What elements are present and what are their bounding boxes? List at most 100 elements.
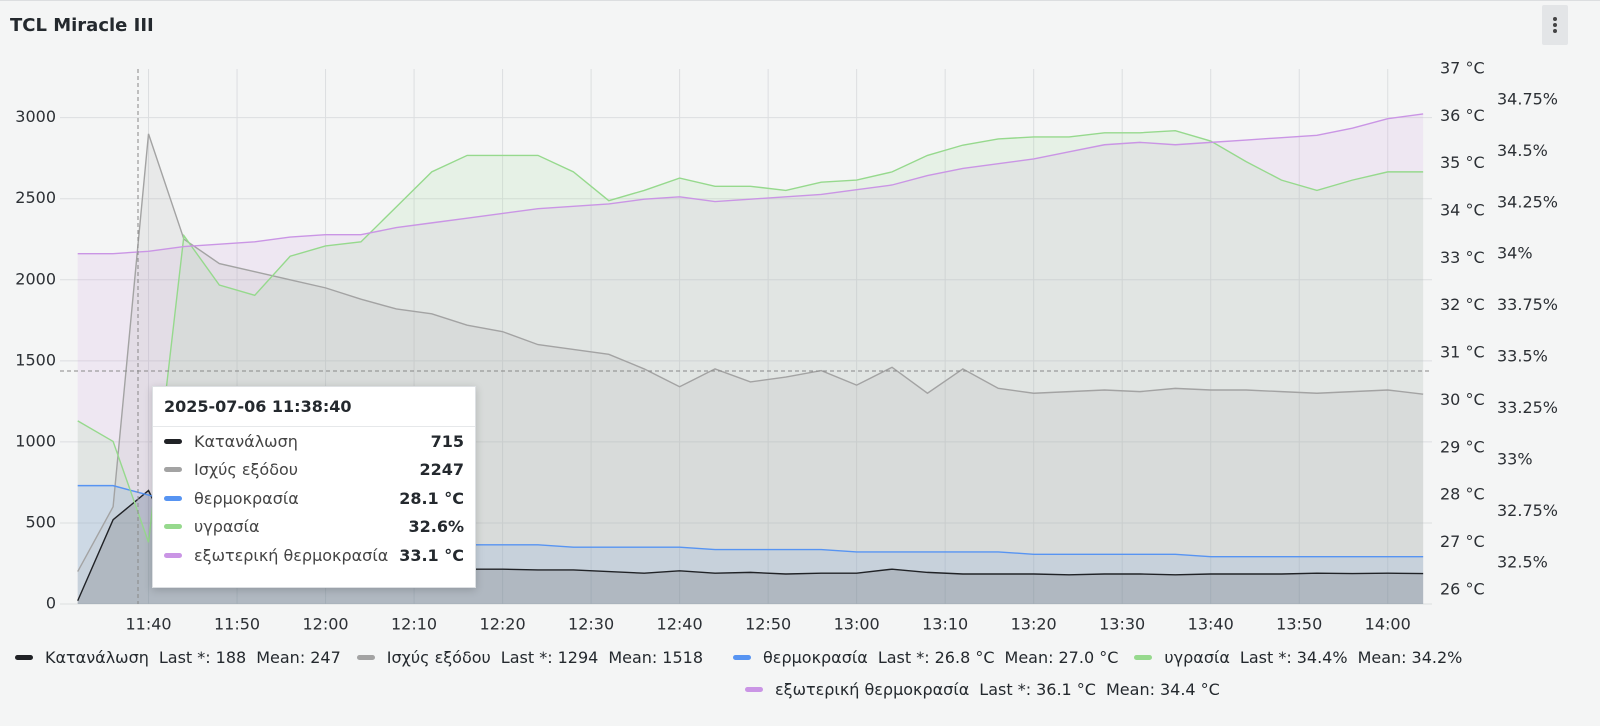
- tooltip-value: 33.1 °C: [399, 545, 464, 565]
- legend-stat-label: Mean:: [256, 648, 306, 667]
- x-tick-label: 13:20: [1011, 615, 1057, 634]
- legend-stat-label: Last *:: [500, 648, 553, 667]
- y3-tick-label: 34.25%: [1497, 192, 1558, 211]
- tooltip-swatch: [164, 467, 182, 473]
- legend-last: 36.1 °C: [1036, 680, 1096, 699]
- y2-tick-label: 32 °C: [1440, 295, 1485, 314]
- y-tick-label: 2000: [15, 269, 56, 288]
- x-tick-label: 12:40: [657, 615, 703, 634]
- legend-stat-label: Last *:: [1239, 648, 1292, 667]
- legend-mean: 34.4 °C: [1159, 680, 1220, 699]
- x-tick-label: 13:10: [922, 615, 968, 634]
- legend-stat-label: Mean:: [1105, 680, 1155, 699]
- y3-tick-label: 34.75%: [1497, 89, 1558, 108]
- tooltip-swatch: [164, 438, 182, 444]
- x-tick-label: 11:40: [125, 615, 171, 634]
- series-line: [77, 130, 1424, 543]
- grid: [60, 69, 1432, 605]
- legend-last: 26.8 °C: [934, 648, 995, 667]
- legend-last: 1294: [557, 648, 599, 667]
- x-tick-label: 13:40: [1188, 615, 1234, 634]
- y2-tick-label: 30 °C: [1440, 390, 1485, 409]
- tooltip-row: Κατανάλωση 715: [153, 427, 475, 456]
- tooltip-name: θερμοκρασία: [194, 488, 299, 508]
- y2-tick-label: 31 °C: [1440, 343, 1485, 362]
- x-tick-label: 13:30: [1099, 615, 1145, 634]
- legend-item[interactable]: Κατανάλωση Last *: 188 Mean: 247: [15, 648, 341, 667]
- y-tick-label: 1000: [15, 431, 56, 450]
- y2-tick-label: 35 °C: [1440, 153, 1485, 172]
- y3-tick-label: 32.75%: [1497, 501, 1558, 520]
- x-tick-label: 12:00: [302, 615, 348, 634]
- y2-tick-label: 33 °C: [1440, 248, 1485, 267]
- legend-name: υγρασία: [1164, 648, 1230, 667]
- x-tick-label: 11:50: [214, 615, 260, 634]
- legend-item[interactable]: εξωτερική θερμοκρασία Last *: 36.1 °C Mean:…: [745, 680, 1220, 699]
- tooltip-swatch: [164, 552, 182, 558]
- tooltip-swatch: [164, 524, 182, 530]
- legend-stat-label: Last *:: [877, 648, 930, 667]
- legend-name: Ισχύς εξόδου: [386, 648, 491, 667]
- tooltip: 2025-07-06 11:38:40 Κατανάλωση 715 Ισχύς εξ…: [152, 386, 476, 588]
- y2-tick-label: 37 °C: [1440, 59, 1485, 78]
- legend-name: εξωτερική θερμοκρασία: [775, 680, 970, 699]
- x-tick-label: 12:50: [745, 615, 791, 634]
- tooltip-name: εξωτερική θερμοκρασία: [194, 545, 389, 565]
- y3-tick-label: 33.25%: [1497, 398, 1558, 417]
- y2-tick-label: 28 °C: [1440, 485, 1485, 504]
- legend-swatch: [1134, 655, 1153, 660]
- y-tick-label: 3000: [15, 107, 56, 126]
- panel-title: TCL Miracle III: [10, 15, 154, 36]
- legend-row: Κατανάλωση Last *: 188 Mean: 247 Ισχύς εξόδου…: [15, 648, 1478, 667]
- legend-stat-label: Last *:: [979, 680, 1032, 699]
- tooltip-name: Ισχύς εξόδου: [194, 460, 299, 480]
- y-tick-label: 0: [46, 594, 56, 613]
- legend-last: 34.4%: [1296, 648, 1348, 667]
- panel-menu[interactable]: [1542, 5, 1568, 45]
- x-tick-label: 14:00: [1365, 615, 1411, 634]
- tooltip-swatch: [164, 495, 182, 501]
- series-line: [77, 133, 1424, 572]
- series-line: [77, 113, 1424, 255]
- y3-tick-label: 33.75%: [1497, 295, 1558, 314]
- legend-swatch: [15, 655, 33, 660]
- tooltip-value: 32.6%: [408, 517, 464, 537]
- y-tick-label: 2500: [15, 188, 56, 207]
- y3-tick-label: 33%: [1497, 449, 1533, 468]
- x-tick-label: 12:30: [568, 615, 614, 634]
- legend-mean: 27.0 °C: [1058, 648, 1119, 667]
- y2-tick-label: 29 °C: [1440, 437, 1485, 456]
- y3-tick-label: 32.5%: [1497, 552, 1548, 571]
- legend-item[interactable]: Ισχύς εξόδου Last *: 1294 Mean: 1518: [356, 648, 704, 667]
- legend-stat-label: Last *:: [158, 648, 211, 667]
- tooltip-value: 28.1 °C: [399, 488, 464, 508]
- legend-item[interactable]: θερμοκρασία Last *: 26.8 °C Mean: 27.0 °C: [733, 648, 1118, 667]
- tooltip-name: Κατανάλωση: [194, 431, 298, 451]
- tooltip-row: υγρασία 32.6%: [153, 513, 475, 542]
- axes: 0 500 1000 1500 2000 2500 3000 26 °C 27 °C 28 °C 2…: [15, 59, 1558, 634]
- y3-tick-label: 34%: [1497, 244, 1533, 263]
- legend-stat-label: Mean:: [1004, 648, 1054, 667]
- legend-mean: 34.2%: [1411, 648, 1463, 667]
- legend-mean: 1518: [662, 648, 704, 667]
- legend-last: 188: [215, 648, 247, 667]
- legend-name: θερμοκρασία: [763, 648, 868, 667]
- y2-tick-label: 27 °C: [1440, 532, 1485, 551]
- legend-stat-label: Mean:: [1357, 648, 1407, 667]
- x-tick-label: 12:20: [480, 615, 526, 634]
- y2-tick-label: 26 °C: [1440, 579, 1485, 598]
- legend-swatch: [745, 687, 763, 692]
- tooltip-name: υγρασία: [194, 517, 260, 537]
- tooltip-row: εξωτερική θερμοκρασία 33.1 °C: [153, 541, 475, 570]
- tooltip-time: 2025-07-06 11:38:40: [153, 387, 475, 427]
- legend-name: Κατανάλωση: [45, 648, 149, 667]
- tooltip-row: Ισχύς εξόδου 2247: [153, 456, 475, 485]
- y2-tick-label: 34 °C: [1440, 201, 1485, 220]
- legend-swatch: [733, 655, 752, 660]
- tooltip-row: θερμοκρασία 28.1 °C: [153, 484, 475, 513]
- tooltip-value: 2247: [419, 460, 464, 480]
- legend-item[interactable]: υγρασία Last *: 34.4% Mean: 34.2%: [1134, 648, 1462, 667]
- y-tick-label: 500: [25, 512, 56, 531]
